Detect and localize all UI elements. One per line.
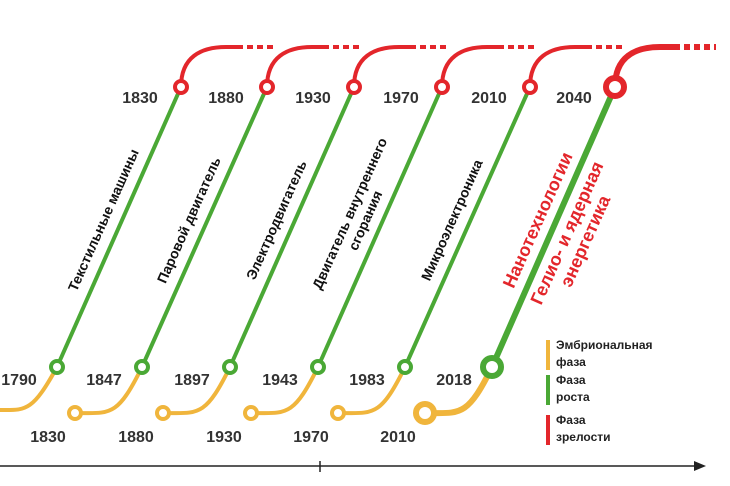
maturity-node — [522, 79, 538, 95]
embryonic-line — [162, 366, 232, 416]
embryonic-line — [337, 366, 407, 416]
start-node — [413, 401, 437, 425]
legend-text: Эмбриональная — [556, 338, 653, 352]
maturity-node — [346, 79, 362, 95]
embryonic-line — [74, 366, 144, 416]
embryonic-line — [250, 366, 320, 416]
maturity-line — [440, 45, 504, 88]
maturity-year: 1880 — [208, 90, 244, 107]
growth-line — [316, 86, 444, 368]
maturity-node — [173, 79, 189, 95]
growth-year: 1790 — [1, 372, 37, 389]
start-year: 1880 — [118, 429, 154, 446]
growth-year: 2018 — [436, 372, 472, 389]
maturity-year: 2010 — [471, 90, 507, 107]
start-year: 1970 — [293, 429, 329, 446]
growth-year: 1897 — [174, 372, 210, 389]
legend-text: фаза — [556, 355, 586, 369]
axis-arrow — [694, 461, 706, 471]
maturity-node — [259, 79, 275, 95]
growth-node — [397, 359, 413, 375]
start-year: 1830 — [30, 429, 66, 446]
growth-node — [222, 359, 238, 375]
growth-line — [489, 85, 618, 369]
legend-swatch — [546, 415, 550, 445]
start-node — [155, 405, 171, 421]
technology-name: Текстильные машины — [65, 146, 142, 293]
maturity-node — [603, 75, 627, 99]
maturity-year: 1830 — [122, 90, 158, 107]
embryonic-line — [0, 366, 59, 413]
legend-text: зрелости — [556, 430, 611, 444]
technology-label: Текстильные машины — [65, 146, 142, 293]
growth-year: 1943 — [262, 372, 298, 389]
start-node — [243, 405, 259, 421]
start-node — [330, 405, 346, 421]
start-year: 2010 — [380, 429, 416, 446]
maturity-year: 2040 — [556, 90, 592, 107]
growth-line — [55, 86, 183, 368]
growth-line — [403, 86, 532, 368]
maturity-year: 1970 — [383, 90, 419, 107]
legend-text: Фаза — [556, 413, 586, 427]
maturity-line — [352, 45, 416, 88]
maturity-line — [265, 45, 329, 88]
growth-year: 1847 — [86, 372, 122, 389]
growth-node — [480, 355, 504, 379]
growth-node — [310, 359, 326, 375]
legend-swatch — [546, 375, 550, 405]
legend-text: Фаза — [556, 373, 586, 387]
maturity-line — [528, 45, 592, 88]
maturity-node — [434, 79, 450, 95]
maturity-line — [179, 45, 243, 88]
growth-year: 1983 — [349, 372, 385, 389]
start-year: 1930 — [206, 429, 242, 446]
growth-line — [140, 86, 269, 368]
start-node — [67, 405, 83, 421]
growth-line — [228, 86, 356, 368]
maturity-year: 1930 — [295, 90, 331, 107]
legend-swatch — [546, 340, 550, 370]
legend-text: роста — [556, 390, 590, 404]
growth-node — [49, 359, 65, 375]
growth-node — [134, 359, 150, 375]
